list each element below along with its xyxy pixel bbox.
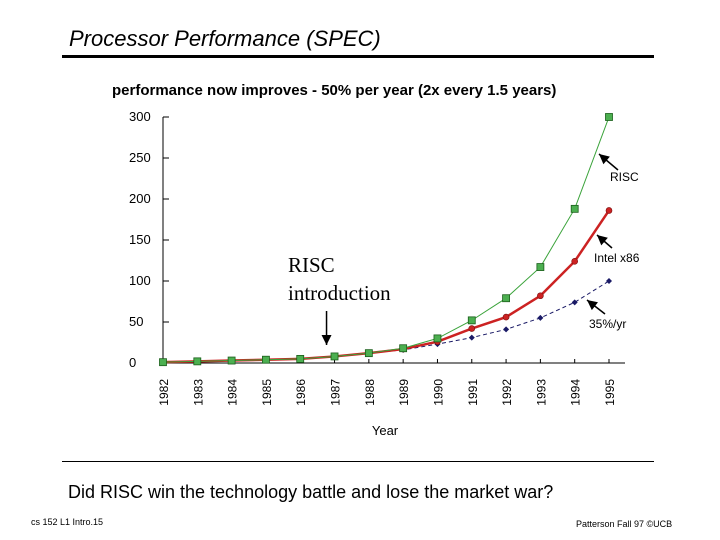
- risc-data-point: [159, 358, 167, 367]
- x-tick-label: 1987: [329, 379, 343, 406]
- risc-data-point: [467, 316, 476, 325]
- series-label: 35%/yr: [589, 317, 626, 331]
- footer-credit: Patterson Fall 97 ©UCB: [576, 519, 673, 529]
- x-tick-label: 1985: [260, 379, 274, 406]
- y-tick-label: 0: [129, 355, 136, 370]
- x-tick-label: 1982: [157, 379, 171, 406]
- series-label: RISC: [610, 170, 639, 184]
- title-divider: [62, 55, 654, 58]
- x-tick-label: 1993: [534, 379, 548, 406]
- x-tick-label: 1990: [431, 379, 445, 406]
- series-arrow-head: [587, 300, 598, 311]
- risc-data-point: [227, 356, 236, 365]
- x-tick-label: 1991: [466, 379, 480, 406]
- trend-data-point: [537, 314, 544, 321]
- y-tick-label: 50: [129, 314, 143, 329]
- x-tick-label: 1989: [397, 379, 411, 406]
- risc-data-point: [330, 352, 339, 361]
- series-arrow-head: [599, 154, 610, 165]
- x-tick-label: 1992: [500, 379, 514, 406]
- performance-chart: 0 50 100 150 200 250 300 1982 1983 1984 1985 1986 19…: [129, 109, 640, 438]
- x-tick-label: 1983: [191, 379, 205, 406]
- series-layer: [159, 113, 613, 367]
- risc-data-point: [570, 204, 579, 213]
- bottom-divider: [62, 461, 654, 462]
- x-tick-label: 1995: [603, 379, 617, 406]
- annotation-text: introduction: [288, 281, 391, 305]
- chart-labels: 0 50 100 150 200 250 300 1982 1983 1984 1985 1986 19…: [129, 109, 640, 438]
- slide-question: Did RISC win the technology battle and l…: [68, 482, 554, 502]
- x-tick-label: 1988: [363, 379, 377, 406]
- y-tick-label: 150: [129, 232, 151, 247]
- risc-data-point: [364, 349, 373, 358]
- intel-data-point: [468, 325, 476, 332]
- footer-course: cs 152 L1 Intro.15: [31, 517, 104, 527]
- risc-data-point: [605, 113, 613, 121]
- trend-data-point: [571, 299, 578, 306]
- risc-data-point: [399, 344, 408, 353]
- x-tick-label: 1986: [294, 379, 308, 406]
- intel-data-point: [571, 258, 578, 265]
- chart-title: performance now improves - 50% per year …: [112, 82, 557, 99]
- trend-data-point: [468, 334, 475, 341]
- series-arrow-head: [597, 235, 608, 246]
- risc-data-point: [502, 294, 510, 303]
- y-tick-label: 300: [129, 109, 151, 124]
- annotation-text: RISC: [288, 253, 335, 277]
- risc-data-point: [536, 263, 545, 271]
- x-tick-label: 1984: [226, 379, 240, 406]
- series-line-risc: [162, 116, 610, 363]
- annotation-arrow-head: [321, 335, 332, 345]
- risc-data-point: [193, 357, 202, 366]
- y-tick-label: 200: [129, 191, 151, 206]
- risc-data-point: [262, 355, 270, 364]
- intel-data-point: [605, 207, 613, 214]
- slide-title: Processor Performance (SPEC): [69, 26, 381, 51]
- risc-data-point: [433, 334, 442, 343]
- trend-data-point: [606, 278, 612, 284]
- y-tick-label: 100: [129, 273, 151, 288]
- series-label: Intel x86: [594, 251, 640, 265]
- intel-data-point: [502, 313, 510, 321]
- chart-axes: [162, 116, 625, 364]
- intel-data-point: [537, 292, 544, 300]
- risc-data-point: [296, 354, 305, 363]
- trend-data-point: [503, 326, 510, 333]
- x-axis-title: Year: [372, 423, 399, 438]
- x-tick-label: 1994: [569, 379, 583, 406]
- y-tick-label: 250: [129, 150, 151, 165]
